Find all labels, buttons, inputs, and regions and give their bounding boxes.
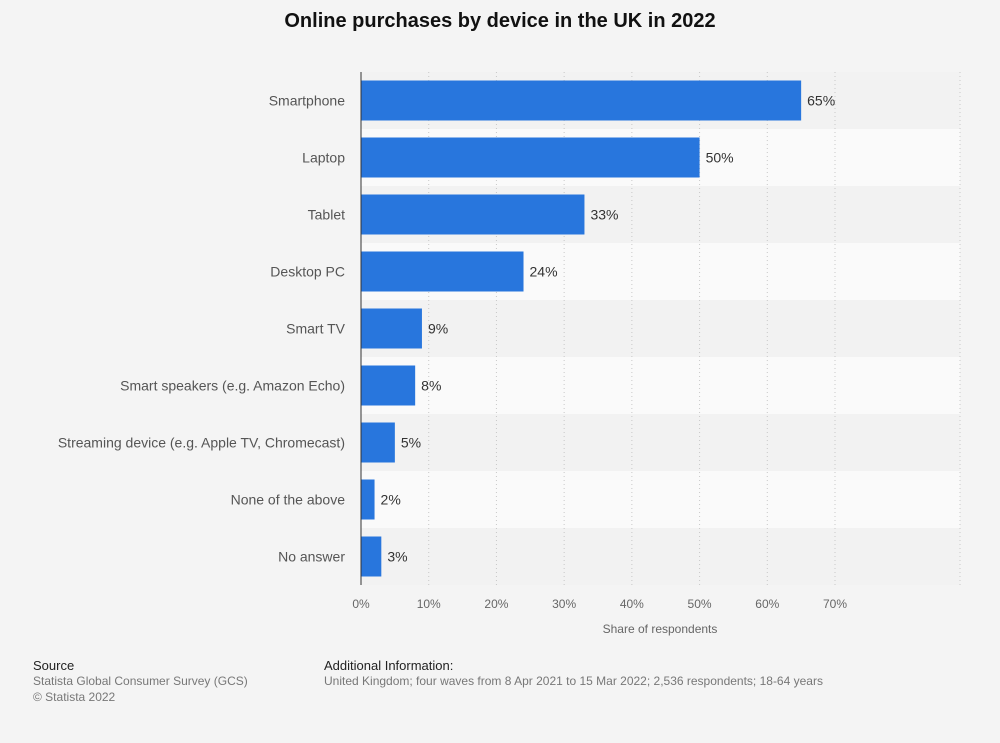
category-label: Desktop PC	[270, 264, 345, 280]
bar	[361, 422, 395, 463]
category-label: Streaming device (e.g. Apple TV, Chromec…	[58, 435, 345, 451]
row-band	[361, 471, 960, 528]
row-band	[361, 357, 960, 414]
value-label: 9%	[428, 321, 448, 337]
category-label: Smart TV	[286, 321, 346, 337]
value-label: 33%	[590, 207, 618, 223]
bar	[361, 137, 700, 178]
value-label: 2%	[381, 492, 401, 508]
source-heading: Source	[33, 658, 75, 673]
x-axis-title: Share of respondents	[603, 622, 718, 636]
x-tick-label: 0%	[352, 597, 370, 611]
row-band	[361, 528, 960, 585]
source-line[interactable]: Statista Global Consumer Survey (GCS)	[33, 674, 248, 688]
x-tick-label: 50%	[688, 597, 712, 611]
value-label: 24%	[530, 264, 558, 280]
category-label: None of the above	[231, 492, 346, 508]
bar	[361, 479, 375, 520]
bar-chart: Smartphone 65% Laptop 50% Tablet 33% Desktop P…	[58, 72, 961, 637]
x-tick-label: 40%	[620, 597, 644, 611]
x-tick-label: 10%	[417, 597, 441, 611]
bar	[361, 308, 422, 349]
value-label: 5%	[401, 435, 421, 451]
x-tick-label: 30%	[552, 597, 576, 611]
bar	[361, 80, 802, 121]
value-label: 65%	[807, 93, 835, 109]
category-label: Smart speakers (e.g. Amazon Echo)	[120, 378, 345, 394]
x-tick-label: 20%	[484, 597, 508, 611]
gridlines	[428, 72, 961, 585]
source-block: Source Statista Global Consumer Survey (…	[33, 658, 248, 705]
category-label: No answer	[278, 549, 345, 565]
chart-title: Online purchases by device in the UK in …	[284, 10, 716, 32]
category-label: Smartphone	[269, 93, 345, 109]
row-band	[361, 414, 960, 471]
value-label: 3%	[387, 549, 407, 565]
category-label: Laptop	[302, 150, 345, 166]
labels: Smartphone 65% Laptop 50% Tablet 33% Desktop P…	[58, 93, 847, 637]
bar	[361, 194, 585, 235]
value-label: 8%	[421, 378, 441, 394]
x-tick-label: 70%	[823, 597, 847, 611]
category-label: Tablet	[308, 207, 345, 223]
copyright-line: © Statista 2022	[33, 690, 116, 704]
row-band	[361, 300, 960, 357]
additional-info-text: United Kingdom; four waves from 8 Apr 20…	[324, 674, 823, 688]
bar	[361, 365, 416, 406]
bar	[361, 251, 524, 292]
x-tick-label: 60%	[755, 597, 779, 611]
bars	[361, 80, 802, 577]
bar	[361, 536, 382, 577]
additional-info-heading: Additional Information:	[324, 658, 454, 673]
value-label: 50%	[706, 150, 734, 166]
additional-info-block: Additional Information: United Kingdom; …	[324, 658, 823, 689]
